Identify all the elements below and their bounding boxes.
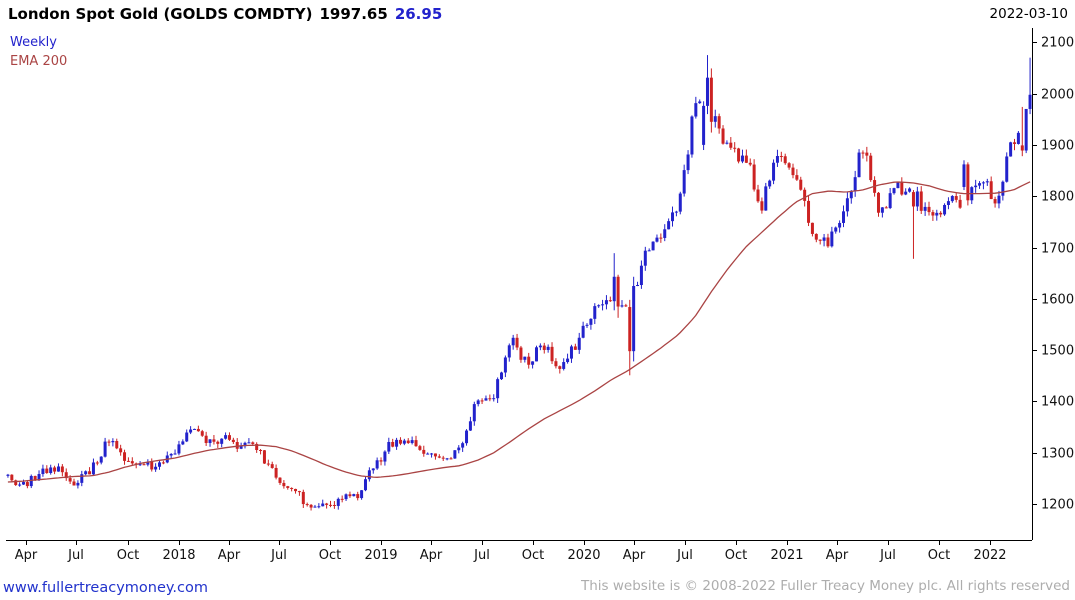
svg-text:1500: 1500 bbox=[1041, 344, 1074, 359]
svg-text:1700: 1700 bbox=[1041, 242, 1074, 257]
price-change: 26.95 bbox=[394, 5, 443, 23]
svg-text:2018: 2018 bbox=[162, 548, 195, 563]
svg-text:1800: 1800 bbox=[1041, 190, 1074, 205]
svg-text:Jul: Jul bbox=[473, 548, 490, 563]
svg-text:1600: 1600 bbox=[1041, 293, 1074, 308]
chart-legend: Weekly EMA 200 bbox=[10, 33, 67, 71]
legend-timeframe: Weekly bbox=[10, 35, 57, 50]
svg-text:Apr: Apr bbox=[623, 548, 646, 563]
svg-text:Apr: Apr bbox=[420, 548, 443, 563]
last-price: 1997.65 bbox=[319, 5, 388, 23]
quote-date: 2022-03-10 bbox=[989, 6, 1068, 22]
svg-text:2019: 2019 bbox=[364, 548, 397, 563]
svg-text:2000: 2000 bbox=[1041, 88, 1074, 103]
svg-text:Jul: Jul bbox=[879, 548, 896, 563]
svg-text:Jul: Jul bbox=[67, 548, 84, 563]
svg-text:Jul: Jul bbox=[270, 548, 287, 563]
legend-ema: EMA 200 bbox=[10, 54, 68, 69]
svg-text:Oct: Oct bbox=[928, 548, 950, 563]
svg-text:2022: 2022 bbox=[973, 548, 1006, 563]
svg-text:Oct: Oct bbox=[522, 548, 544, 563]
chart-header: London Spot Gold (GOLDS COMDTY) 1997.65 26… bbox=[8, 5, 442, 23]
svg-text:1200: 1200 bbox=[1041, 498, 1074, 513]
svg-text:Oct: Oct bbox=[725, 548, 747, 563]
svg-text:Oct: Oct bbox=[319, 548, 341, 563]
svg-text:Apr: Apr bbox=[15, 548, 38, 563]
copyright-text: This website is © 2008-2022 Fuller Treac… bbox=[581, 578, 1070, 594]
svg-text:2100: 2100 bbox=[1041, 36, 1074, 51]
svg-text:Apr: Apr bbox=[218, 548, 241, 563]
instrument-title: London Spot Gold (GOLDS COMDTY) bbox=[8, 5, 313, 23]
svg-text:2020: 2020 bbox=[567, 548, 600, 563]
candlestick-chart: 1200 1300 1400 1500 1600 1700 1800 1900 2000 2100… bbox=[6, 28, 1074, 563]
svg-text:Apr: Apr bbox=[826, 548, 849, 563]
svg-text:1400: 1400 bbox=[1041, 395, 1074, 410]
site-link[interactable]: www.fullertreacymoney.com bbox=[3, 580, 208, 596]
svg-text:Oct: Oct bbox=[117, 548, 139, 563]
svg-text:1900: 1900 bbox=[1041, 139, 1074, 154]
svg-text:1300: 1300 bbox=[1041, 447, 1074, 462]
svg-text:Jul: Jul bbox=[676, 548, 693, 563]
svg-text:2021: 2021 bbox=[770, 548, 803, 563]
